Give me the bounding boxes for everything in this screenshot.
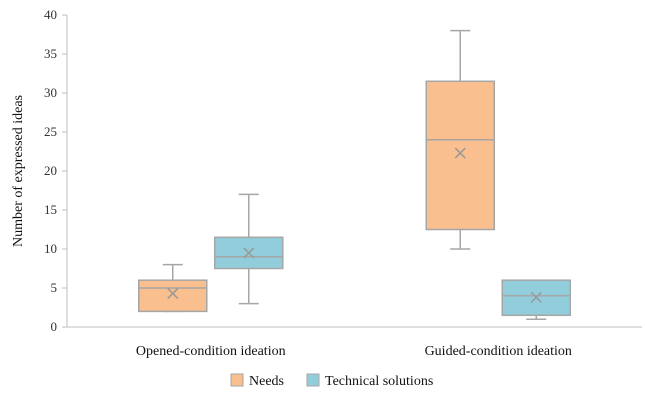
box-iqr — [425, 80, 495, 231]
box-series — [138, 29, 571, 320]
y-tick-label: 20 — [44, 163, 57, 178]
y-tick-label: 0 — [51, 319, 58, 334]
category-labels: Opened-condition ideation Guided-conditio… — [136, 344, 572, 359]
y-axis-label: Number of expressed ideas — [11, 95, 26, 247]
legend-entry: Technical solutions — [325, 374, 433, 389]
y-tick-label: 5 — [51, 280, 58, 295]
y-tick-label: 35 — [44, 46, 57, 61]
legend-swatch — [230, 373, 244, 387]
y-tick-label: 40 — [44, 7, 57, 22]
y-tick-label: 30 — [44, 85, 57, 100]
mean-marker — [167, 287, 179, 299]
mean-marker — [454, 147, 466, 159]
y-tick-label: 25 — [44, 124, 57, 139]
box-iqr — [138, 279, 208, 313]
mean-marker — [243, 247, 255, 259]
box-0-0 — [138, 263, 208, 313]
legend-entry: Needs — [249, 374, 284, 389]
category-label: Guided-condition ideation — [425, 344, 572, 359]
box-1-0 — [214, 193, 284, 305]
y-tick-label: 15 — [44, 202, 57, 217]
category-label: Opened-condition ideation — [136, 344, 286, 359]
box-0-1 — [425, 29, 495, 250]
y-tick-labels: 0 5 10 15 20 25 30 35 40 — [44, 7, 67, 334]
mean-marker — [530, 291, 542, 303]
legend: Needs Technical solutions — [230, 373, 433, 389]
y-tick-label: 10 — [44, 241, 57, 256]
legend-swatch — [306, 373, 320, 387]
box-1-1 — [501, 279, 571, 320]
